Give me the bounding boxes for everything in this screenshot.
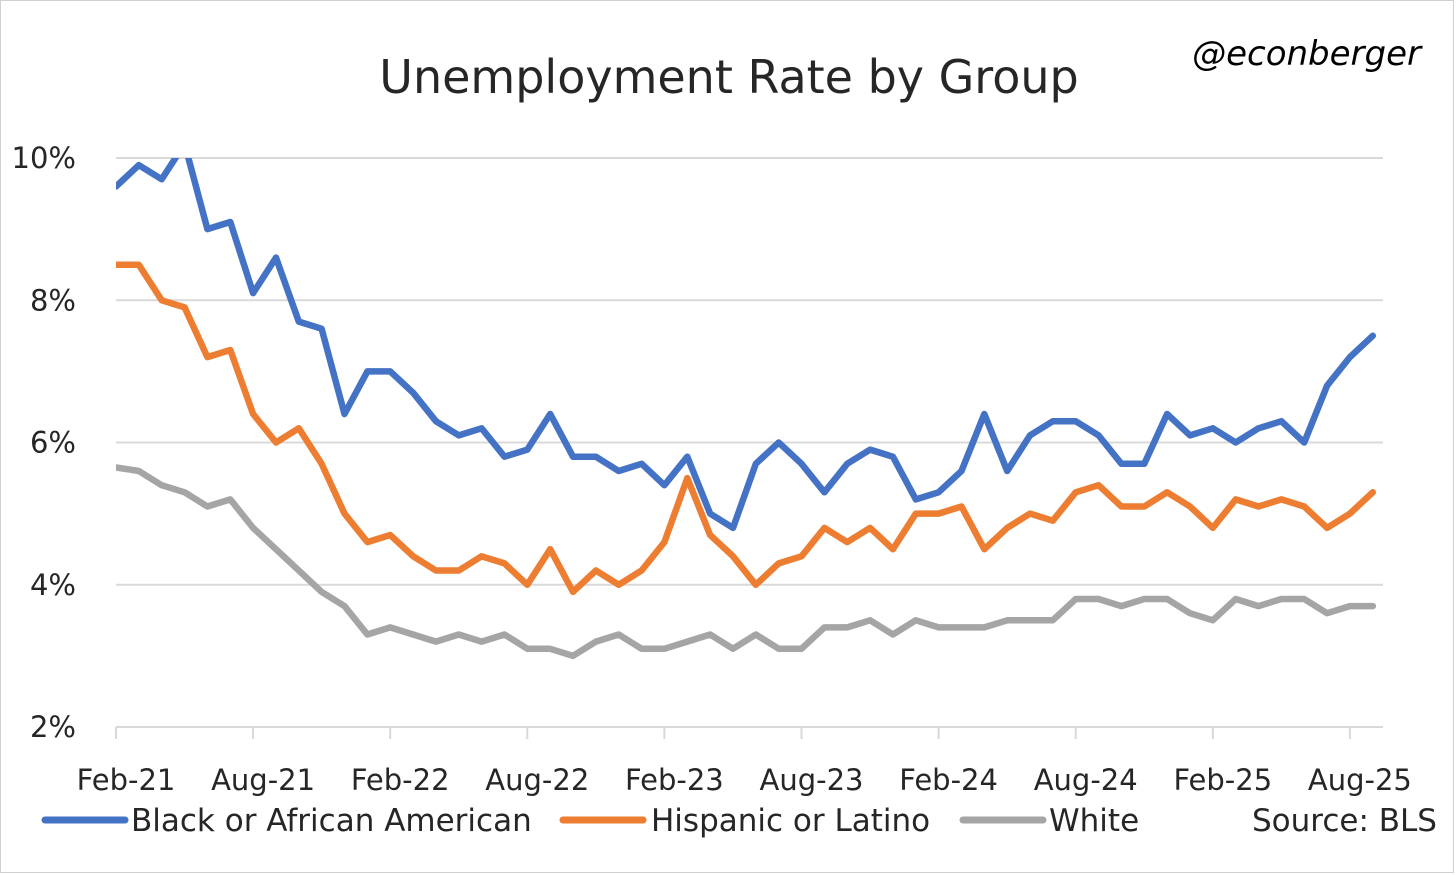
legend-label-black: Black or African American — [131, 803, 532, 839]
source-note: Source: BLS — [1252, 803, 1437, 839]
series-line-white — [116, 464, 1377, 660]
series-line-hispanic — [116, 261, 1377, 596]
x-tick-label: Aug-22 — [485, 763, 589, 797]
x-tick-label: Feb-23 — [625, 763, 724, 797]
author-handle: @econberger — [1192, 34, 1423, 74]
gridlines — [116, 157, 1383, 586]
y-tick-label: 2% — [30, 710, 76, 744]
x-tick-label: Feb-25 — [1173, 763, 1272, 797]
x-axis — [115, 726, 1383, 739]
y-axis-tick-labels: 2% 4% 6% 8% 10% — [12, 141, 76, 744]
x-tick-label: Feb-22 — [351, 763, 450, 797]
legend-label-white: White — [1049, 803, 1139, 839]
legend-label-hispanic: Hispanic or Latino — [651, 803, 930, 839]
y-tick-label: 4% — [30, 568, 76, 602]
chart-title: Unemployment Rate by Group — [379, 50, 1078, 104]
x-tick-label: Aug-23 — [760, 763, 864, 797]
series-lines — [116, 158, 1377, 660]
x-axis-tick-labels: Feb-21 Aug-21 Feb-22 Aug-22 Feb-23 Aug-23 Feb-… — [77, 763, 1412, 797]
x-tick-label: Feb-21 — [77, 763, 176, 797]
x-tick-label: Feb-24 — [899, 763, 998, 797]
y-tick-label: 8% — [30, 283, 76, 317]
y-tick-label: 10% — [12, 141, 76, 175]
y-tick-label: 6% — [30, 426, 76, 460]
series-line-black — [116, 158, 1377, 532]
legend: Black or African American Hispanic or La… — [41, 803, 1139, 839]
x-tick-label: Aug-21 — [211, 763, 315, 797]
x-tick-label: Aug-24 — [1034, 763, 1138, 797]
x-tick-label: Aug-25 — [1308, 763, 1412, 797]
